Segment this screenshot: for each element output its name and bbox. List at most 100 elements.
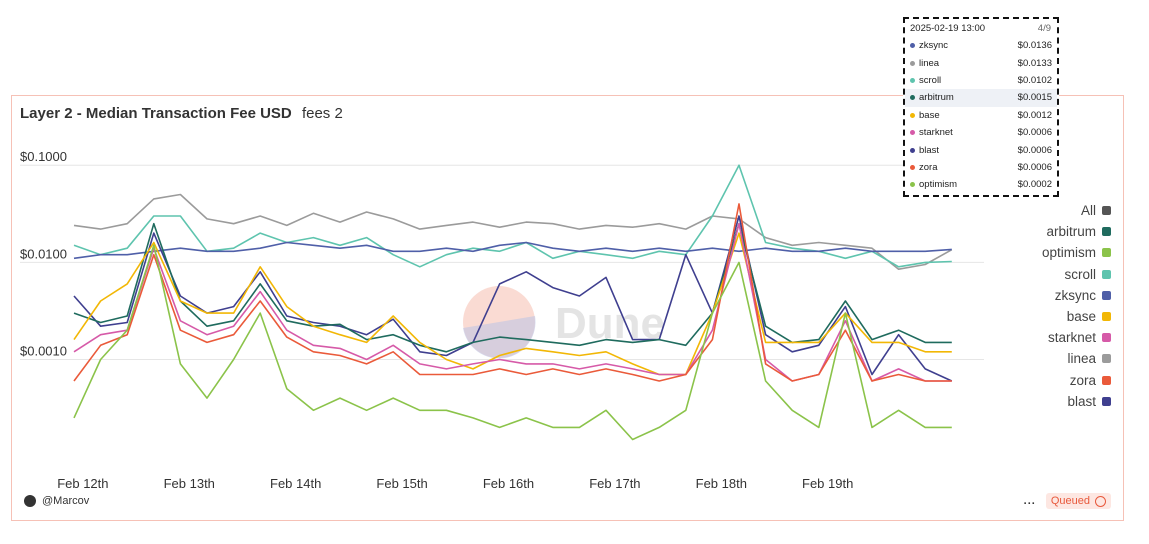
clock-icon: [1095, 495, 1106, 507]
series-dot-icon: [910, 130, 915, 136]
chart-title-text: Layer 2 - Median Transaction Fee USD: [20, 105, 292, 122]
legend-label: All: [1080, 203, 1096, 219]
tooltip-series-value: $0.0133: [1017, 57, 1052, 69]
tooltip-series-value: $0.0006: [1017, 161, 1052, 173]
series-dot-icon: [910, 182, 915, 188]
status-label: Queued: [1050, 495, 1090, 507]
legend-label: zksync: [1054, 287, 1096, 303]
x-tick-label: Feb 16th: [483, 476, 534, 491]
tooltip-row-zora: zora $0.0006: [905, 159, 1057, 176]
y-tick-label: $0.0100: [20, 246, 67, 261]
legend-label: blast: [1067, 393, 1096, 409]
series-line-arbitrum: [73, 222, 952, 353]
legend-swatch: [1102, 290, 1111, 300]
tooltip-row-linea: linea $0.0133: [905, 54, 1057, 71]
legend-swatch: [1102, 333, 1111, 343]
tooltip-time: 2025-02-19 13:00: [910, 23, 986, 34]
legend-swatch: [1102, 312, 1111, 322]
tooltip-row-base: base $0.0012: [905, 107, 1057, 124]
tooltip-row-starknet: starknet $0.0006: [905, 124, 1057, 141]
legend-item-zksync[interactable]: zksync: [1042, 285, 1111, 306]
legend-label: scroll: [1064, 266, 1096, 282]
tooltip-series-value: $0.0102: [1017, 74, 1052, 86]
tooltip-row-zksync: zksync $0.0136: [905, 37, 1057, 54]
series-dot-icon: [910, 60, 915, 66]
tooltip-series-name: arbitrum: [919, 92, 954, 104]
tooltip-series-name: optimism: [919, 179, 958, 191]
legend-item-base[interactable]: base: [1042, 306, 1111, 327]
series-line-linea: [73, 193, 953, 270]
x-tick-label: Feb 18th: [696, 476, 747, 491]
series-line-base: [73, 232, 952, 376]
chart-legend: All arbitrum optimism scroll zksync base stark…: [1042, 200, 1111, 412]
tooltip-header: 2025-02-19 13:00 4/9: [905, 19, 1057, 37]
legend-item-starknet[interactable]: starknet: [1042, 327, 1111, 348]
tooltip-series-name: blast: [919, 144, 940, 156]
legend-label: arbitrum: [1046, 224, 1096, 240]
series-dot-icon: [910, 43, 915, 49]
more-options-button[interactable]: ...: [1023, 495, 1036, 507]
tooltip-row-arbitrum: arbitrum $0.0015: [905, 89, 1057, 107]
legend-item-zora[interactable]: zora: [1042, 370, 1111, 391]
legend-item-arbitrum[interactable]: arbitrum: [1042, 221, 1111, 242]
legend-swatch: [1102, 375, 1111, 385]
legend-item-linea[interactable]: linea: [1042, 348, 1111, 369]
chart-title: Layer 2 - Median Transaction Fee USD fee…: [20, 105, 343, 122]
legend-swatch: [1102, 248, 1111, 258]
series-dot-icon: [910, 95, 915, 101]
legend-label: zora: [1069, 372, 1096, 388]
x-tick-label: Feb 15th: [376, 476, 427, 491]
status-badge[interactable]: Queued: [1045, 493, 1111, 509]
legend-swatch: [1102, 396, 1111, 406]
series-line-scroll: [73, 164, 952, 268]
tooltip-series-name: scroll: [919, 74, 942, 86]
author[interactable]: @Marcov: [24, 495, 89, 507]
legend-label: starknet: [1047, 330, 1096, 346]
tooltip-series-value: $0.0002: [1017, 179, 1052, 191]
tooltip-series-name: base: [919, 109, 940, 121]
panel-actions: ... Queued: [1024, 493, 1111, 509]
tooltip-row-scroll: scroll $0.0102: [905, 72, 1057, 89]
tooltip-series-value: $0.0006: [1017, 144, 1052, 156]
tooltip-series-name: zksync: [919, 40, 949, 52]
tooltip-series-name: starknet: [919, 127, 953, 139]
legend-swatch: [1102, 354, 1111, 364]
x-tick-label: Feb 12th: [57, 476, 108, 491]
chart-subtitle: fees 2: [301, 105, 343, 122]
series-dot-icon: [910, 77, 915, 83]
tooltip-row-optimism: optimism $0.0002: [905, 176, 1057, 193]
x-tick-label: Feb 13th: [164, 476, 215, 491]
legend-label: base: [1066, 309, 1096, 325]
legend-swatch: [1102, 227, 1111, 237]
legend-item-optimism[interactable]: optimism: [1042, 242, 1111, 263]
tooltip-rows: zksync $0.0136 linea $0.0133 scroll $0.0102 ar…: [905, 37, 1057, 194]
tooltip-row-blast: blast $0.0006: [905, 141, 1057, 158]
y-tick-label: $0.0010: [20, 343, 67, 358]
avatar: [24, 495, 36, 507]
legend-item-blast[interactable]: blast: [1042, 391, 1111, 412]
tooltip-series-name: linea: [919, 57, 940, 69]
series-dot-icon: [910, 147, 915, 153]
tooltip-series-value: $0.0136: [1017, 40, 1052, 52]
legend-swatch: [1102, 206, 1111, 216]
tooltip-series-value: $0.0012: [1017, 109, 1052, 121]
series-line-blast: [73, 215, 953, 382]
x-tick-label: Feb 17th: [589, 476, 640, 491]
legend-item-scroll[interactable]: scroll: [1042, 264, 1111, 285]
series-line-zora: [73, 203, 952, 382]
legend-label: optimism: [1041, 245, 1096, 261]
series-dot-icon: [910, 112, 915, 118]
tooltip-page[interactable]: 4/9: [1037, 23, 1051, 34]
x-tick-label: Feb 14th: [270, 476, 321, 491]
tooltip-series-value: $0.0015: [1017, 92, 1052, 104]
series-line-optimism: [73, 244, 952, 441]
legend-label: linea: [1067, 351, 1096, 367]
y-tick-label: $0.1000: [20, 149, 67, 164]
legend-item-all[interactable]: All: [1042, 200, 1111, 221]
chart-tooltip: 2025-02-19 13:00 4/9 zksync $0.0136 linea $…: [903, 17, 1059, 197]
series-dot-icon: [910, 164, 915, 170]
author-name: @Marcov: [42, 495, 90, 507]
legend-swatch: [1102, 269, 1111, 279]
tooltip-series-value: $0.0006: [1017, 127, 1052, 139]
